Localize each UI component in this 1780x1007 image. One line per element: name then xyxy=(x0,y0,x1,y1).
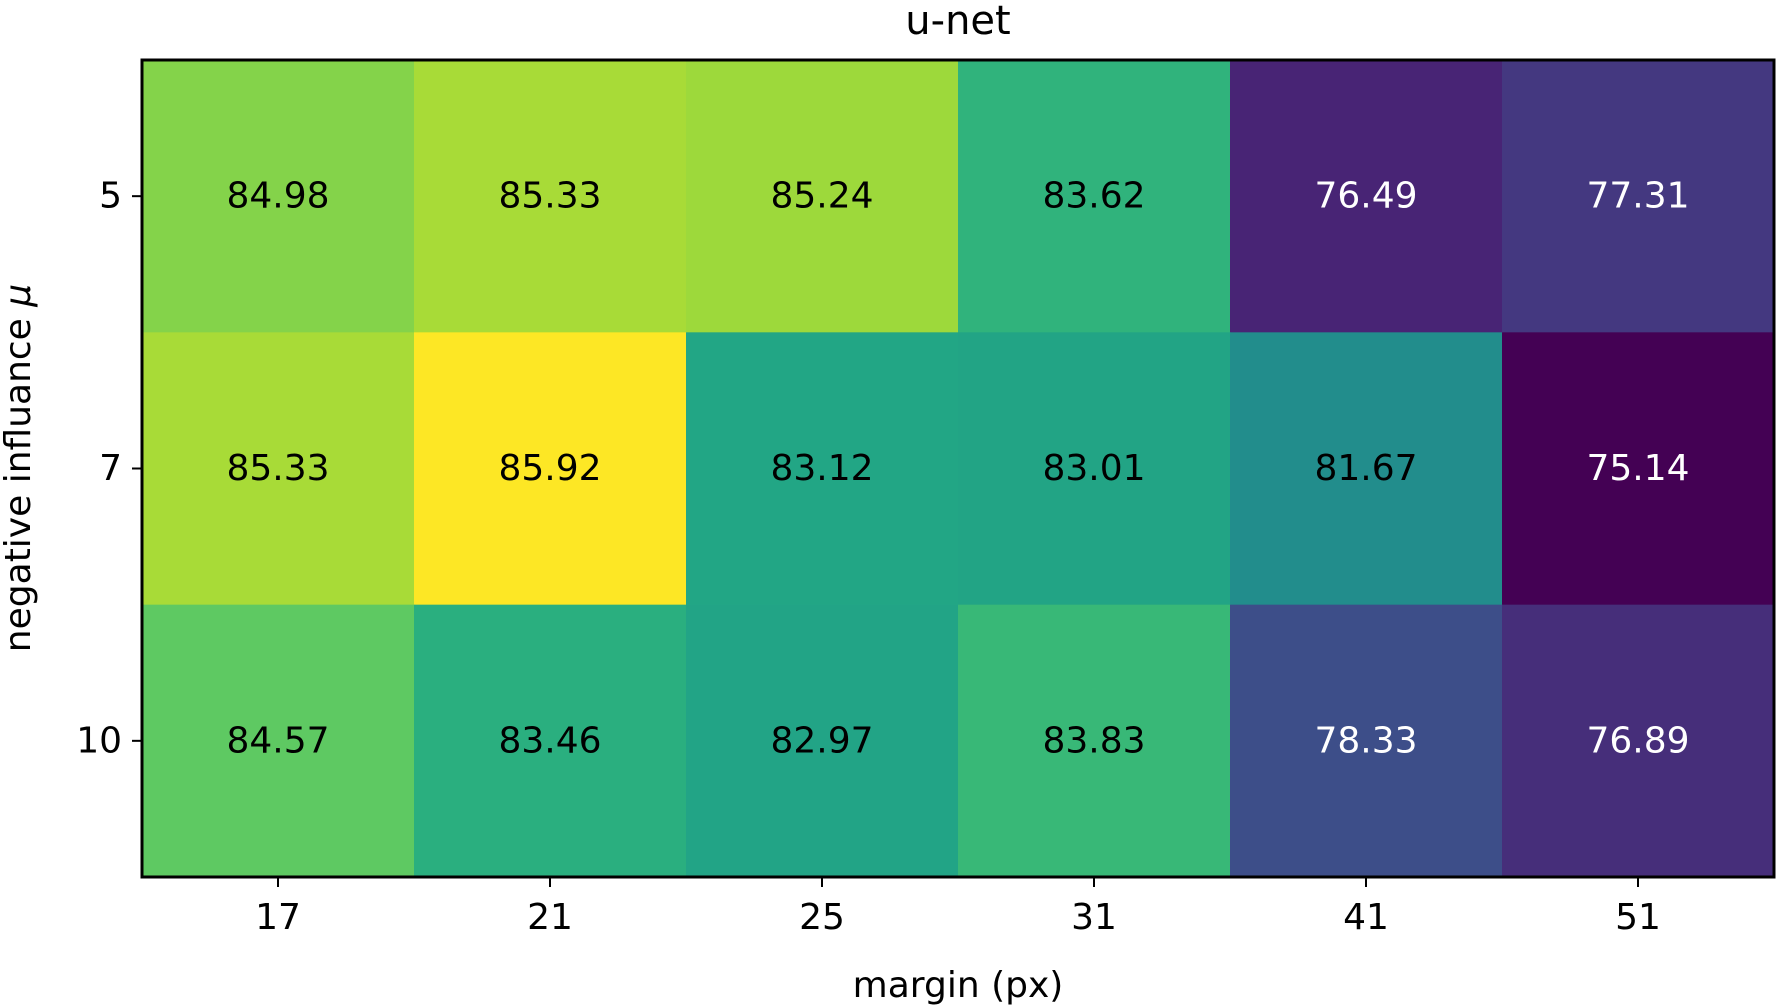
heatmap-cell xyxy=(686,60,959,333)
heatmap-cell-value: 85.92 xyxy=(498,448,601,489)
heatmap-cell xyxy=(686,604,959,878)
heatmap-cell-value: 77.31 xyxy=(1586,176,1689,217)
y-tick-label: 5 xyxy=(99,176,122,217)
y-axis-label: negative influance μ xyxy=(0,284,39,652)
heatmap-cell-value: 82.97 xyxy=(770,720,873,761)
heatmap-cell xyxy=(1502,332,1775,606)
heatmap-cell-value: 81.67 xyxy=(1314,448,1417,489)
y-axis-label-text: negative influance xyxy=(0,307,39,652)
x-tick-label: 31 xyxy=(1071,897,1117,938)
heatmap-cell-value: 85.33 xyxy=(226,448,329,489)
heatmap-cell xyxy=(958,332,1231,606)
heatmap-cell-labels: 84.98 85.33 85.24 83.62 76.49 77.31 85.33 85.92… xyxy=(226,176,1689,762)
x-tick-label: 25 xyxy=(799,897,845,938)
heatmap-cell xyxy=(1230,604,1503,878)
heatmap-cell xyxy=(686,332,959,606)
x-tick-label: 41 xyxy=(1343,897,1389,938)
heatmap-cell-value: 83.62 xyxy=(1042,176,1145,217)
heatmap-cell-value: 83.12 xyxy=(770,448,873,489)
heatmap-cell xyxy=(1502,60,1775,333)
heatmap-cell xyxy=(958,604,1231,878)
heatmap-cell xyxy=(142,332,415,606)
heatmap-cell-value: 83.46 xyxy=(498,720,601,761)
heatmap-cell-value: 83.01 xyxy=(1042,448,1145,489)
heatmap-cell xyxy=(414,60,687,333)
heatmap-cell xyxy=(142,60,415,333)
chart-title: u-net xyxy=(905,0,1010,44)
y-tick-label: 10 xyxy=(76,720,122,761)
heatmap-cell-value: 85.24 xyxy=(770,176,873,217)
x-tick-label: 51 xyxy=(1615,897,1661,938)
x-tick-label: 21 xyxy=(527,897,573,938)
heatmap-cell-value: 84.98 xyxy=(226,176,329,217)
heatmap-cell xyxy=(958,60,1231,333)
heatmap-cell xyxy=(1230,332,1503,606)
heatmap-cell xyxy=(414,604,687,878)
heatmap-cell xyxy=(1230,60,1503,333)
y-axis-ticks: 5 7 10 xyxy=(76,176,142,761)
heatmap-cell-value: 78.33 xyxy=(1314,720,1417,761)
heatmap-cell-value: 83.83 xyxy=(1042,720,1145,761)
x-axis-label: margin (px) xyxy=(853,965,1064,1006)
heatmap-cell-value: 76.49 xyxy=(1314,176,1417,217)
heatmap-cell xyxy=(1502,604,1775,878)
heatmap-cell-value: 85.33 xyxy=(498,176,601,217)
heatmap-cell xyxy=(414,332,687,606)
x-tick-label: 17 xyxy=(255,897,301,938)
heatmap-cell-value: 84.57 xyxy=(226,720,329,761)
heatmap-cells xyxy=(142,60,1775,878)
y-tick-label: 7 xyxy=(99,448,122,489)
x-axis-ticks: 17 21 25 31 41 51 xyxy=(255,877,1661,938)
heatmap-cell-value: 76.89 xyxy=(1586,720,1689,761)
heatmap-cell-value: 75.14 xyxy=(1586,448,1689,489)
y-axis-label-symbol: μ xyxy=(0,284,39,308)
heatmap-cell xyxy=(142,604,415,878)
